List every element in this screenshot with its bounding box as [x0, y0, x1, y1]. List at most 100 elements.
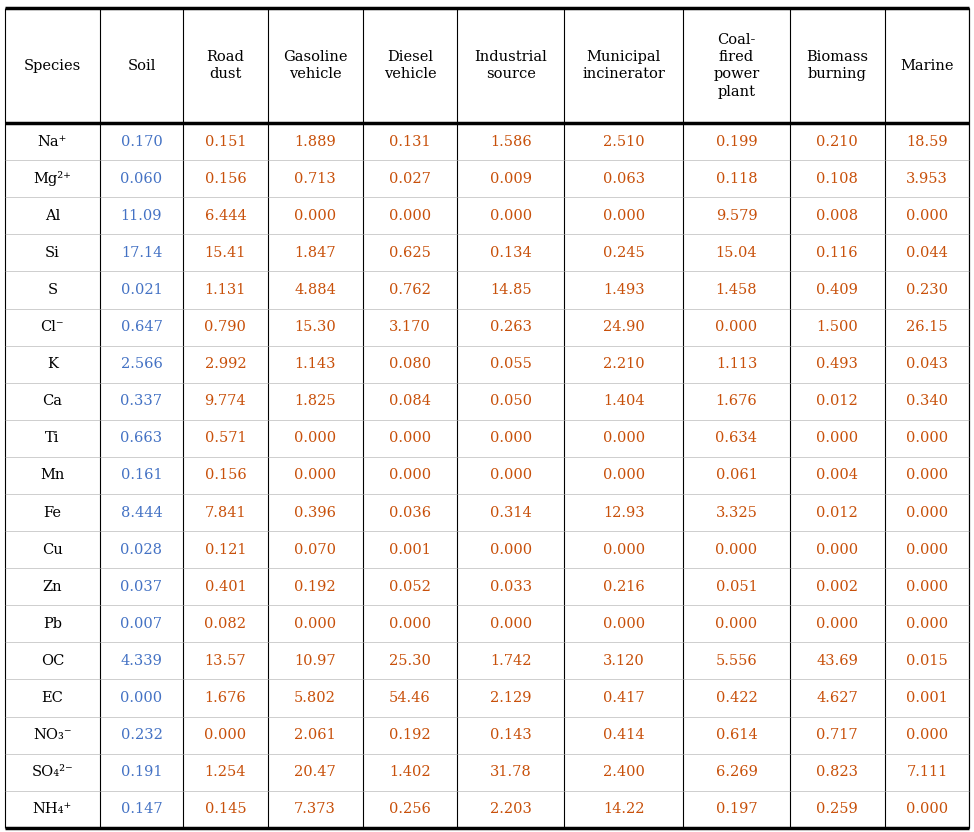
Text: 1.113: 1.113 [716, 357, 757, 371]
Text: 26.15: 26.15 [906, 320, 948, 334]
Text: 0.001: 0.001 [389, 542, 431, 557]
Text: Diesel
vehicle: Diesel vehicle [384, 50, 436, 82]
Text: 0.713: 0.713 [294, 171, 336, 186]
Text: 1.131: 1.131 [205, 283, 246, 297]
Text: 4.339: 4.339 [121, 654, 163, 668]
Text: 0.000: 0.000 [816, 432, 858, 445]
Text: 0.051: 0.051 [716, 580, 758, 594]
Text: 0.156: 0.156 [205, 171, 246, 186]
Text: 2.129: 2.129 [490, 691, 532, 705]
Text: 0.197: 0.197 [716, 802, 757, 816]
Text: 0.634: 0.634 [716, 432, 758, 445]
Text: 0.170: 0.170 [121, 135, 163, 149]
Text: Species: Species [23, 59, 81, 72]
Text: 0.192: 0.192 [294, 580, 336, 594]
Text: 1.254: 1.254 [205, 765, 246, 780]
Text: Si: Si [45, 246, 59, 260]
Text: 7.373: 7.373 [294, 802, 336, 816]
Text: 0.001: 0.001 [906, 691, 948, 705]
Text: 18.59: 18.59 [906, 135, 948, 149]
Text: 0.232: 0.232 [121, 728, 163, 742]
Text: 10.97: 10.97 [294, 654, 336, 668]
Text: 0.000: 0.000 [816, 617, 858, 631]
Text: 13.57: 13.57 [205, 654, 246, 668]
Text: 20.47: 20.47 [294, 765, 336, 780]
Text: 0.145: 0.145 [205, 802, 246, 816]
Text: 12.93: 12.93 [603, 506, 645, 519]
Text: 0.414: 0.414 [603, 728, 645, 742]
Text: 3.953: 3.953 [906, 171, 948, 186]
Text: 0.000: 0.000 [490, 542, 532, 557]
Text: 0.161: 0.161 [121, 468, 163, 483]
Text: 1.825: 1.825 [294, 394, 336, 409]
Text: 0.121: 0.121 [205, 542, 246, 557]
Text: 5.802: 5.802 [294, 691, 336, 705]
Text: Cu: Cu [42, 542, 62, 557]
Text: 0.044: 0.044 [906, 246, 948, 260]
Text: 0.037: 0.037 [121, 580, 163, 594]
Text: 9.774: 9.774 [205, 394, 246, 409]
Text: 0.000: 0.000 [121, 691, 163, 705]
Text: 0.571: 0.571 [205, 432, 246, 445]
Text: 24.90: 24.90 [603, 320, 645, 334]
Text: 0.401: 0.401 [205, 580, 246, 594]
Text: 0.033: 0.033 [490, 580, 532, 594]
Text: 15.04: 15.04 [716, 246, 757, 260]
Text: 0.199: 0.199 [716, 135, 757, 149]
Text: 0.116: 0.116 [816, 246, 858, 260]
Text: 1.742: 1.742 [490, 654, 532, 668]
Text: 0.004: 0.004 [816, 468, 858, 483]
Text: NO₃⁻: NO₃⁻ [33, 728, 72, 742]
Text: 1.458: 1.458 [716, 283, 757, 297]
Text: 0.614: 0.614 [716, 728, 758, 742]
Text: 0.717: 0.717 [816, 728, 858, 742]
Text: Ca: Ca [42, 394, 62, 409]
Text: 0.000: 0.000 [906, 728, 948, 742]
Text: 5.556: 5.556 [716, 654, 758, 668]
Text: 0.000: 0.000 [490, 468, 532, 483]
Text: 0.082: 0.082 [205, 617, 246, 631]
Text: 1.676: 1.676 [716, 394, 758, 409]
Text: 0.070: 0.070 [294, 542, 336, 557]
Text: 0.000: 0.000 [906, 209, 948, 223]
Text: 0.000: 0.000 [906, 506, 948, 519]
Text: 2.510: 2.510 [603, 135, 645, 149]
Text: 0.052: 0.052 [389, 580, 431, 594]
Text: 1.402: 1.402 [390, 765, 431, 780]
Text: 0.015: 0.015 [906, 654, 948, 668]
Text: 0.002: 0.002 [816, 580, 858, 594]
Text: 1.493: 1.493 [603, 283, 645, 297]
Text: 0.055: 0.055 [490, 357, 532, 371]
Text: 4.627: 4.627 [816, 691, 858, 705]
Text: 0.000: 0.000 [906, 802, 948, 816]
Text: 3.120: 3.120 [603, 654, 645, 668]
Text: 14.85: 14.85 [490, 283, 532, 297]
Text: 6.269: 6.269 [716, 765, 758, 780]
Text: Ti: Ti [45, 432, 59, 445]
Text: Al: Al [45, 209, 60, 223]
Text: 0.000: 0.000 [715, 320, 758, 334]
Text: 0.625: 0.625 [389, 246, 431, 260]
Text: 0.259: 0.259 [816, 802, 858, 816]
Text: 43.69: 43.69 [816, 654, 858, 668]
Text: 0.191: 0.191 [121, 765, 163, 780]
Text: 9.579: 9.579 [716, 209, 757, 223]
Text: 0.050: 0.050 [490, 394, 532, 409]
Text: 0.000: 0.000 [906, 617, 948, 631]
Text: 0.000: 0.000 [906, 468, 948, 483]
Text: 0.027: 0.027 [389, 171, 431, 186]
Text: 0.192: 0.192 [390, 728, 431, 742]
Text: 0.012: 0.012 [816, 506, 858, 519]
Text: 0.000: 0.000 [603, 432, 645, 445]
Text: 3.325: 3.325 [716, 506, 758, 519]
Text: 0.151: 0.151 [205, 135, 246, 149]
Text: Pb: Pb [43, 617, 61, 631]
Text: 0.131: 0.131 [390, 135, 431, 149]
Text: 0.000: 0.000 [603, 468, 645, 483]
Text: Marine: Marine [900, 59, 954, 72]
Text: 0.762: 0.762 [389, 283, 431, 297]
Text: 0.063: 0.063 [603, 171, 645, 186]
Text: 0.147: 0.147 [121, 802, 163, 816]
Text: 0.000: 0.000 [715, 617, 758, 631]
Text: 0.422: 0.422 [716, 691, 758, 705]
